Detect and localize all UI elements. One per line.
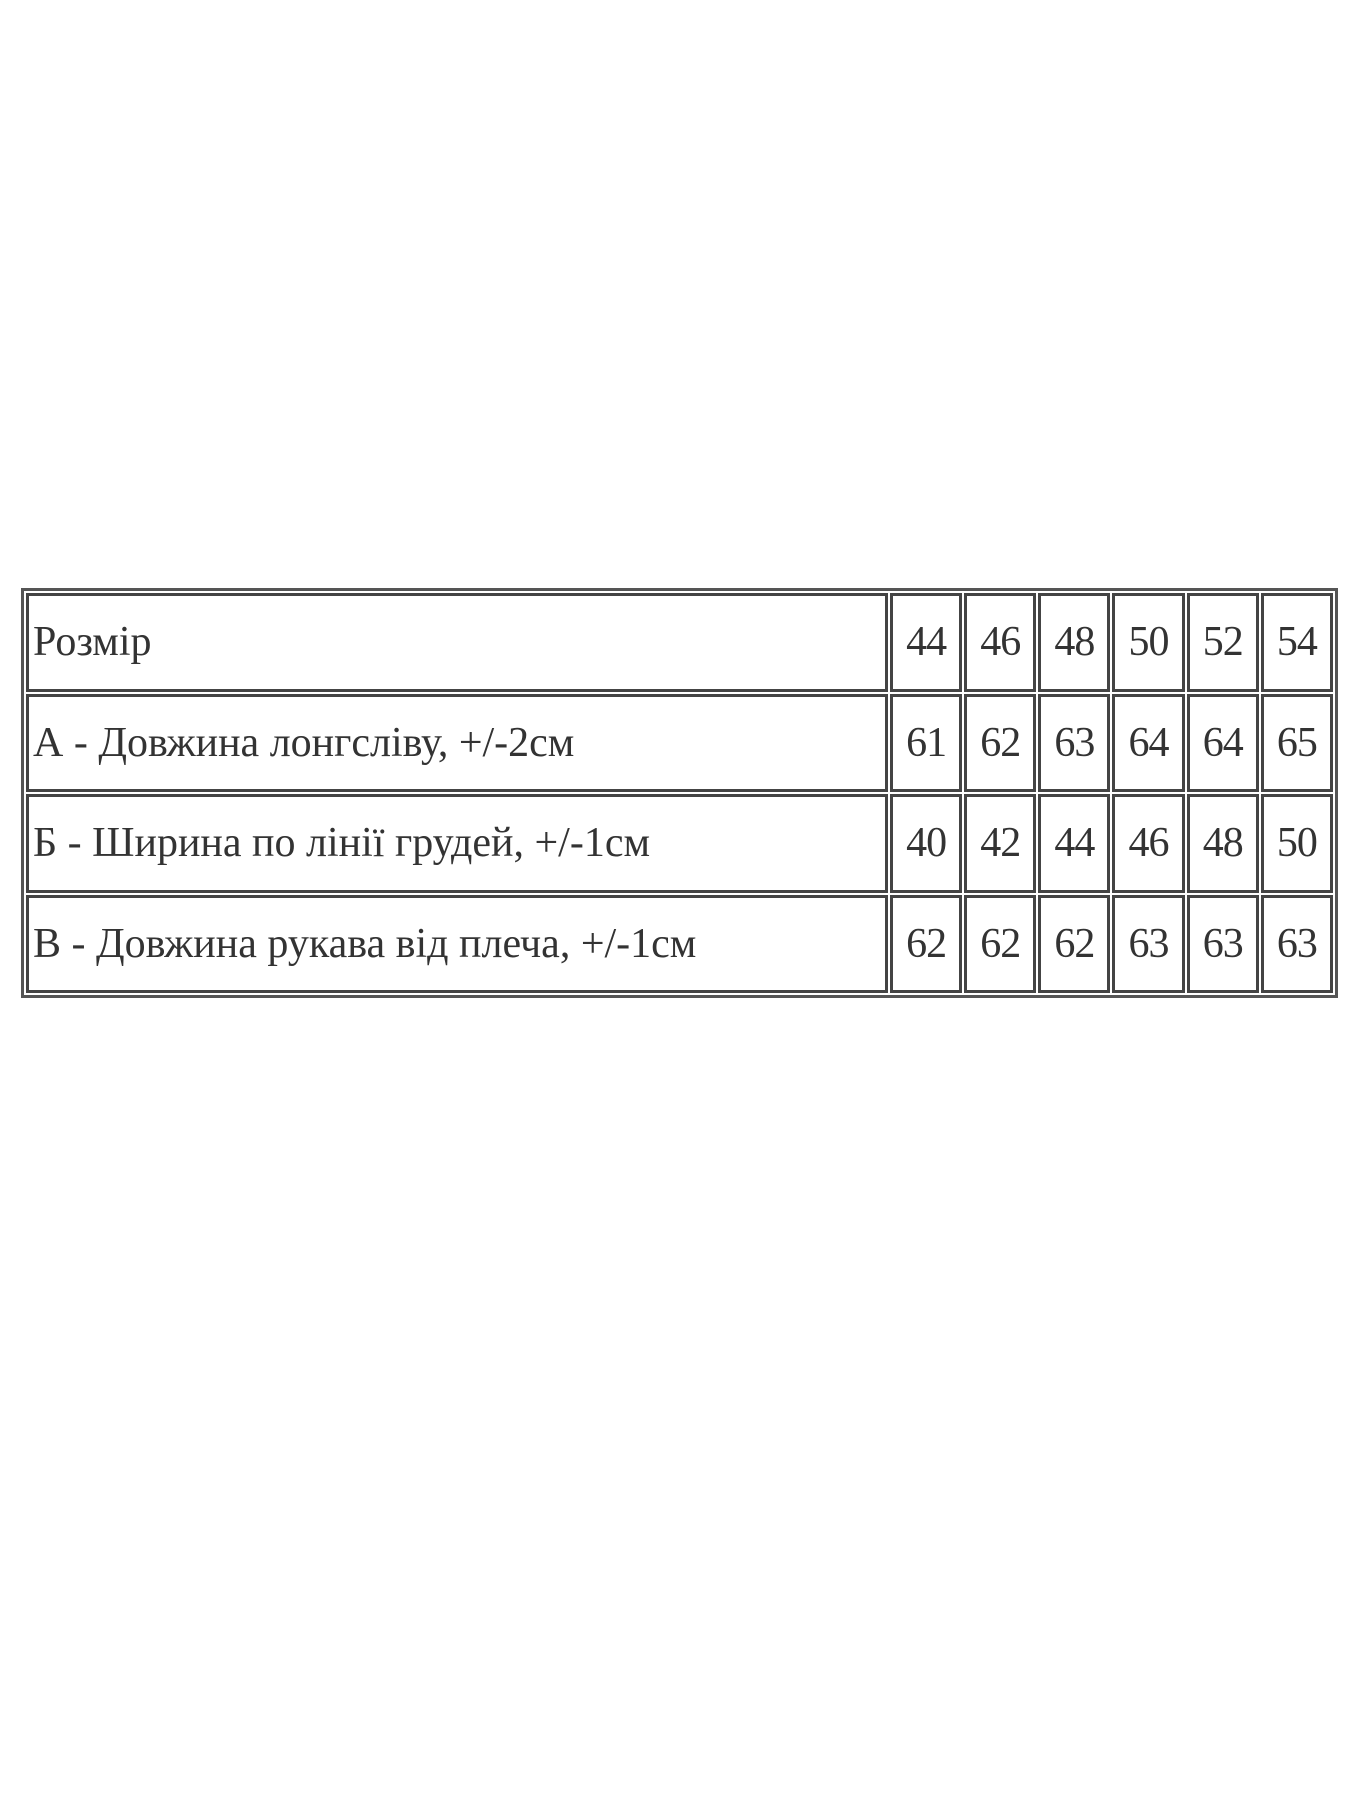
value-cell: 61 — [890, 693, 963, 792]
size-cell: 50 — [1112, 593, 1185, 692]
table-header-row: Розмір 44 46 48 50 52 54 — [26, 593, 1333, 692]
row-label: Б - Ширина по лінії грудей, +/-1см — [26, 794, 888, 893]
value-cell: 42 — [964, 794, 1037, 893]
value-cell: 40 — [890, 794, 963, 893]
value-cell: 62 — [890, 894, 963, 993]
value-cell: 62 — [964, 894, 1037, 993]
value-cell: 62 — [964, 693, 1037, 792]
header-label: Розмір — [26, 593, 888, 692]
row-label: В - Довжина рукава від плеча, +/-1см — [26, 894, 888, 993]
table-row: В - Довжина рукава від плеча, +/-1см 62 … — [26, 894, 1333, 993]
value-cell: 63 — [1112, 894, 1185, 993]
value-cell: 46 — [1112, 794, 1185, 893]
value-cell: 65 — [1260, 693, 1333, 792]
value-cell: 63 — [1260, 894, 1333, 993]
value-cell: 48 — [1186, 794, 1259, 893]
value-cell: 64 — [1112, 693, 1185, 792]
value-cell: 44 — [1038, 794, 1111, 893]
size-cell: 46 — [964, 593, 1037, 692]
value-cell: 62 — [1038, 894, 1111, 993]
size-cell: 52 — [1186, 593, 1259, 692]
table-row: А - Довжина лонгсліву, +/-2см 61 62 63 6… — [26, 693, 1333, 792]
size-chart-table: Розмір 44 46 48 50 52 54 А - Довжина лон… — [21, 588, 1338, 998]
value-cell: 63 — [1038, 693, 1111, 792]
value-cell: 64 — [1186, 693, 1259, 792]
row-label: А - Довжина лонгсліву, +/-2см — [26, 693, 888, 792]
value-cell: 63 — [1186, 894, 1259, 993]
table-row: Б - Ширина по лінії грудей, +/-1см 40 42… — [26, 794, 1333, 893]
size-cell: 44 — [890, 593, 963, 692]
size-cell: 48 — [1038, 593, 1111, 692]
value-cell: 50 — [1260, 794, 1333, 893]
size-cell: 54 — [1260, 593, 1333, 692]
